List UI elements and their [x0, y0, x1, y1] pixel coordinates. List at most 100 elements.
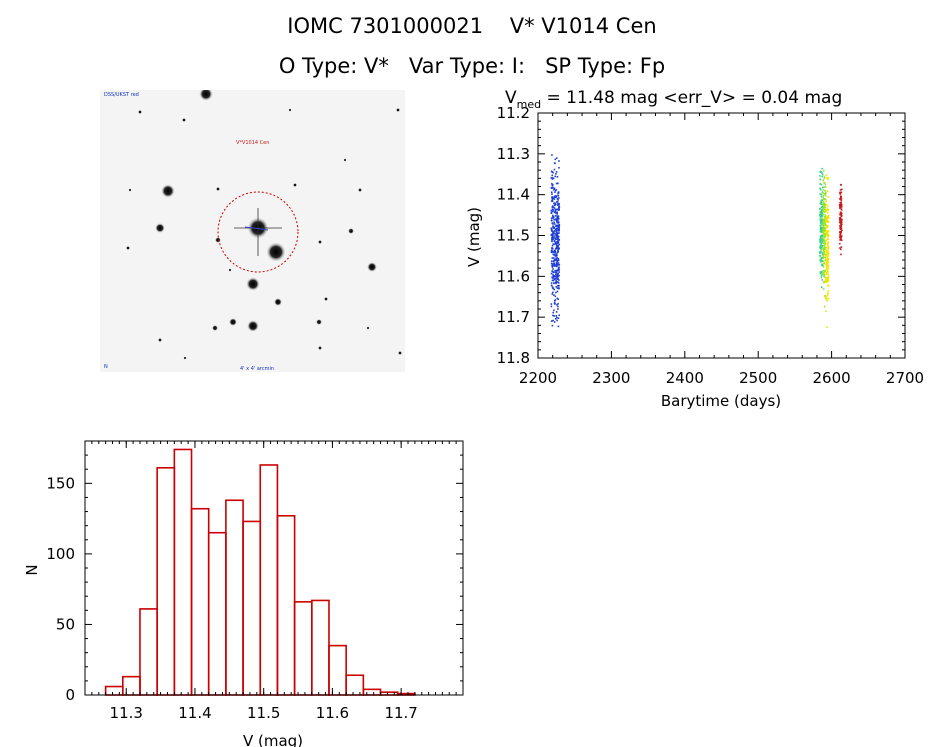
- data-point: [840, 209, 843, 211]
- data-point: [820, 227, 822, 229]
- data-point: [823, 204, 825, 207]
- finder-star: [126, 246, 130, 250]
- data-point: [820, 234, 823, 237]
- hist-x-tick-label: 11.7: [384, 704, 417, 722]
- data-point: [824, 296, 827, 299]
- data-point: [551, 205, 554, 207]
- data-point: [555, 229, 558, 232]
- data-point: [553, 276, 555, 278]
- data-point: [551, 206, 554, 209]
- data-point: [822, 245, 825, 247]
- data-point: [819, 237, 822, 240]
- data-point: [557, 192, 560, 194]
- data-point: [558, 271, 560, 273]
- data-point: [552, 274, 554, 276]
- data-point: [823, 176, 826, 178]
- data-point: [827, 242, 829, 245]
- data-point: [825, 174, 828, 176]
- data-point: [840, 227, 843, 229]
- data-point: [557, 221, 559, 223]
- data-point: [819, 254, 822, 257]
- data-point: [555, 157, 558, 159]
- data-point: [552, 257, 555, 259]
- data-point: [558, 268, 560, 271]
- data-point: [558, 206, 560, 208]
- data-point: [555, 311, 558, 313]
- data-point: [823, 202, 825, 205]
- data-point: [825, 200, 828, 202]
- lc-x-axis-label: Barytime (days): [661, 392, 781, 410]
- data-point: [557, 263, 559, 266]
- data-point: [556, 236, 558, 239]
- data-point: [553, 189, 555, 191]
- data-point: [827, 196, 830, 198]
- data-point: [557, 257, 560, 260]
- data-point: [821, 205, 824, 208]
- data-point: [824, 224, 827, 227]
- data-point: [557, 242, 559, 245]
- data-point: [824, 214, 826, 216]
- data-point: [841, 223, 843, 225]
- data-point: [558, 229, 561, 231]
- data-point: [556, 201, 558, 203]
- data-point: [825, 262, 827, 265]
- data-point: [551, 293, 554, 295]
- data-point: [820, 202, 823, 205]
- data-point: [821, 256, 824, 259]
- data-point: [551, 177, 554, 179]
- data-point: [557, 229, 560, 231]
- data-point: [822, 253, 824, 255]
- data-point: [551, 266, 554, 268]
- data-point: [821, 209, 824, 211]
- data-point: [822, 218, 825, 220]
- data-point: [820, 199, 823, 202]
- data-point: [557, 305, 559, 308]
- lc-plot-frame: [537, 112, 906, 359]
- data-point: [558, 238, 561, 241]
- data-point: [558, 225, 560, 228]
- data-point: [554, 300, 556, 302]
- data-point: [840, 202, 842, 204]
- data-point: [826, 233, 829, 235]
- data-point: [556, 208, 559, 211]
- data-point: [827, 275, 830, 278]
- data-point: [821, 199, 824, 201]
- data-point: [822, 196, 824, 199]
- data-point: [557, 202, 559, 205]
- data-point: [550, 187, 553, 189]
- finder-star: [246, 277, 260, 291]
- data-point: [819, 202, 822, 204]
- data-point: [554, 233, 557, 235]
- data-point: [552, 314, 554, 317]
- data-point: [553, 309, 555, 312]
- data-point: [556, 200, 559, 203]
- data-point: [554, 158, 557, 161]
- data-point: [822, 225, 825, 228]
- data-point: [552, 264, 555, 267]
- data-point: [824, 194, 827, 197]
- data-point: [555, 255, 557, 257]
- data-point: [825, 217, 827, 220]
- data-point: [550, 272, 553, 275]
- data-point: [826, 271, 828, 274]
- histogram-bar: [190, 507, 210, 696]
- data-point: [825, 261, 828, 263]
- data-point: [825, 215, 828, 218]
- data-point: [819, 213, 822, 215]
- data-point: [819, 187, 822, 190]
- data-point: [827, 211, 829, 214]
- data-point: [551, 193, 553, 195]
- data-point: [553, 240, 556, 242]
- data-point: [553, 232, 555, 235]
- data-point: [839, 226, 842, 228]
- data-point: [822, 223, 824, 225]
- data-point: [555, 286, 558, 288]
- data-point: [840, 191, 843, 194]
- data-point: [820, 209, 823, 212]
- data-point: [556, 232, 559, 235]
- data-point: [552, 238, 555, 240]
- data-point: [823, 271, 825, 274]
- data-point: [827, 241, 830, 243]
- data-point: [824, 204, 826, 207]
- data-point: [556, 233, 559, 236]
